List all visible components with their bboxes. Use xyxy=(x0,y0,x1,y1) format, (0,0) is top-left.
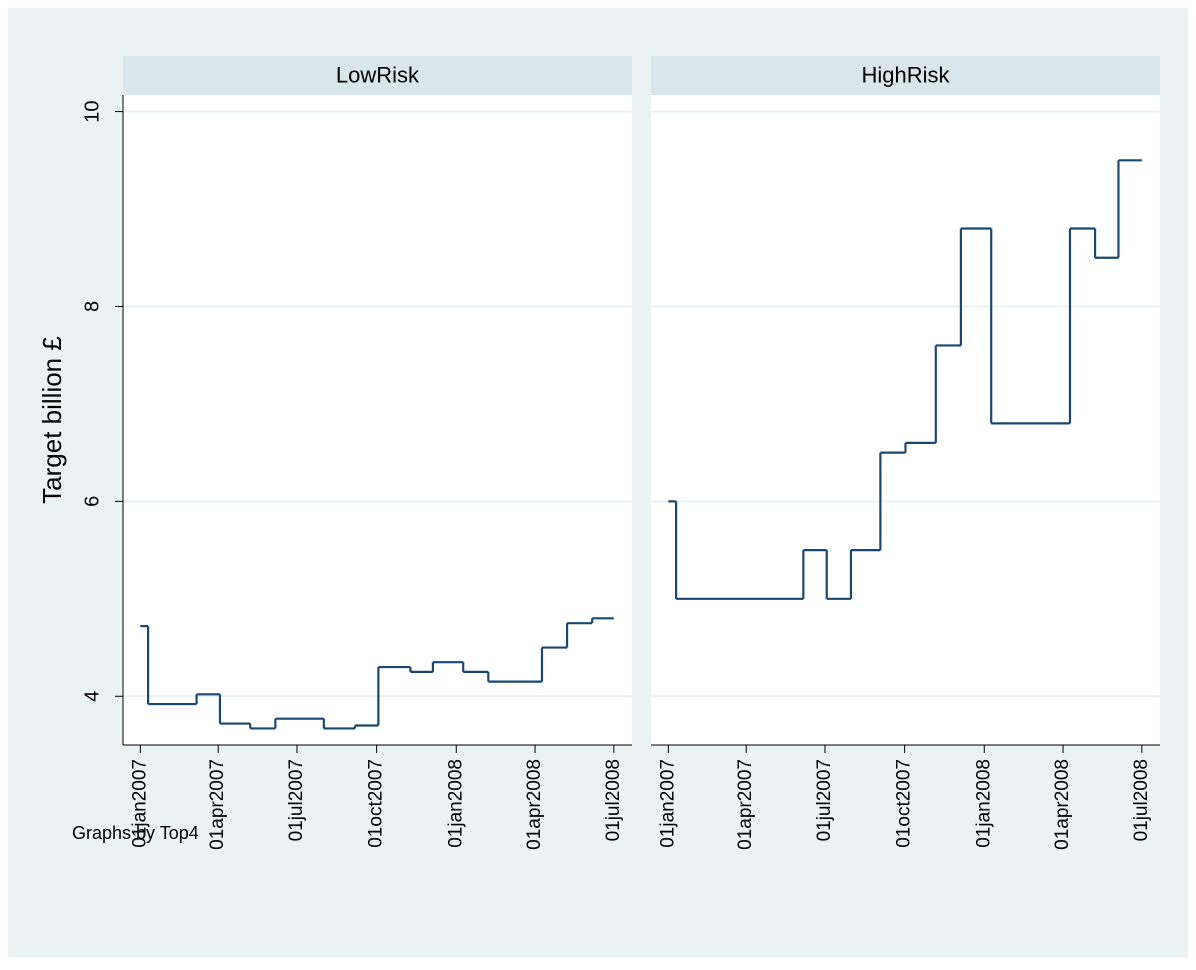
x-tick-label: 01apr2008 xyxy=(524,759,545,850)
y-tick-label: 4 xyxy=(81,691,103,702)
x-tick-label: 01jan2007 xyxy=(657,759,678,848)
x-tick-label: 01apr2007 xyxy=(207,759,228,850)
x-tick-label: 01apr2008 xyxy=(1052,759,1073,850)
y-tick-label: 8 xyxy=(81,301,103,312)
panel-title: HighRisk xyxy=(861,62,950,87)
x-tick-label: 01oct2007 xyxy=(366,759,387,848)
note: Graphs by Top4 xyxy=(72,823,199,843)
panel-title: LowRisk xyxy=(336,62,420,87)
x-tick-label: 01jan2008 xyxy=(445,759,466,848)
x-tick-label: 01jul2007 xyxy=(286,759,307,841)
y-axis-title: Target billion £ xyxy=(37,336,67,504)
plot-area xyxy=(651,95,1160,745)
x-tick-label: 01jul2008 xyxy=(1131,759,1152,841)
panel-header xyxy=(651,56,1160,95)
x-tick-label: 01jul2007 xyxy=(814,759,835,841)
plot-area xyxy=(123,95,632,745)
y-tick-label: 6 xyxy=(81,496,103,507)
x-tick-label: 01apr2007 xyxy=(735,759,756,850)
x-tick-label: 01oct2007 xyxy=(894,759,915,848)
x-tick-label: 01jan2007 xyxy=(129,759,150,848)
x-tick-label: 01jan2008 xyxy=(973,759,994,848)
panel-header xyxy=(123,56,632,95)
y-tick-label: 10 xyxy=(81,100,103,122)
x-tick-label: 01jul2008 xyxy=(603,759,624,841)
